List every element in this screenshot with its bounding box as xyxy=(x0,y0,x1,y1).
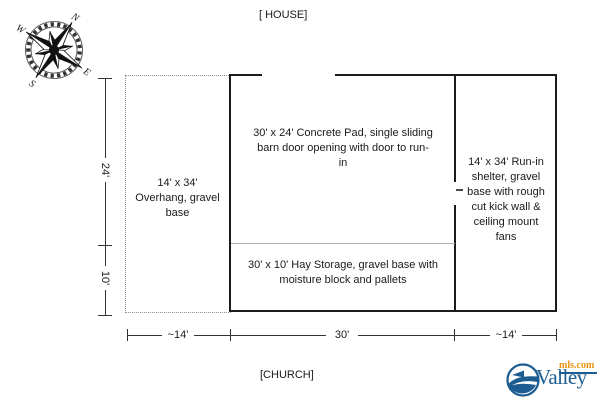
dimension-tick xyxy=(230,329,231,341)
runin-door-opening xyxy=(453,182,457,205)
run-in-text: 14' x 34' Run-in shelter, gravel base wi… xyxy=(456,155,556,245)
hay-storage-line: 30' x 10' Hay Storage, gravel base with xyxy=(247,259,439,271)
concrete-pad-line: barn door opening with door to run- xyxy=(257,142,429,154)
logo-brand-text: Valley xyxy=(536,365,587,389)
valley-mls-globe-icon xyxy=(506,363,540,397)
barn-door-opening xyxy=(262,73,335,78)
dimension-label-10ft: 10' xyxy=(97,266,113,290)
dimension-label-width-left: ~14' xyxy=(162,328,194,342)
logo-domain-text: mls.com xyxy=(559,360,595,371)
compass-rose-icon: N E S W xyxy=(14,11,93,90)
dimension-tick xyxy=(98,315,112,316)
dimension-label-width-center: 30' xyxy=(326,328,358,342)
compass-west-label: W xyxy=(14,23,28,38)
house-label: [ HOUSE] xyxy=(259,9,308,21)
church-label: [CHURCH] xyxy=(260,369,314,381)
hay-storage-line: moisture block and pallets xyxy=(279,274,407,286)
barn-outline xyxy=(229,74,557,312)
concrete-pad-line: in xyxy=(338,157,348,169)
dimension-tick xyxy=(98,245,112,246)
door-marker xyxy=(456,189,463,191)
hay-storage-text: 30' x 10' Hay Storage, gravel base with … xyxy=(232,258,454,288)
dimension-tick xyxy=(127,329,128,341)
overhang-outline xyxy=(125,75,231,313)
valley-mls-logo: Valley mls.com xyxy=(506,360,600,400)
overhang-line: base xyxy=(165,207,190,219)
run-in-line: fans xyxy=(495,231,517,243)
concrete-pad-line: 30' x 24' Concrete Pad, single sliding xyxy=(253,127,433,139)
compass-south-label: S xyxy=(27,78,37,90)
run-in-line: ceiling mount xyxy=(473,216,539,228)
run-in-line: shelter, gravel xyxy=(471,171,541,183)
run-in-line: cut kick wall & xyxy=(471,201,541,213)
overhang-line: 14' x 34' xyxy=(157,177,198,189)
dimension-tick xyxy=(556,329,557,341)
dimension-tick xyxy=(98,78,112,79)
dimension-label-24ft: 24' xyxy=(97,158,113,182)
overhang-text: 14' x 34' Overhang, gravel base xyxy=(127,176,228,221)
concrete-pad-text: 30' x 24' Concrete Pad, single sliding b… xyxy=(232,126,454,171)
dimension-tick xyxy=(454,329,455,341)
logo-underline xyxy=(559,372,597,374)
dimension-label-width-right: ~14' xyxy=(490,328,522,342)
run-in-line: base with rough xyxy=(467,186,545,198)
compass-north-label: N xyxy=(68,11,82,25)
overhang-line: Overhang, gravel xyxy=(135,192,220,204)
hay-storage-divider xyxy=(231,243,455,244)
run-in-line: 14' x 34' Run-in xyxy=(468,156,544,168)
